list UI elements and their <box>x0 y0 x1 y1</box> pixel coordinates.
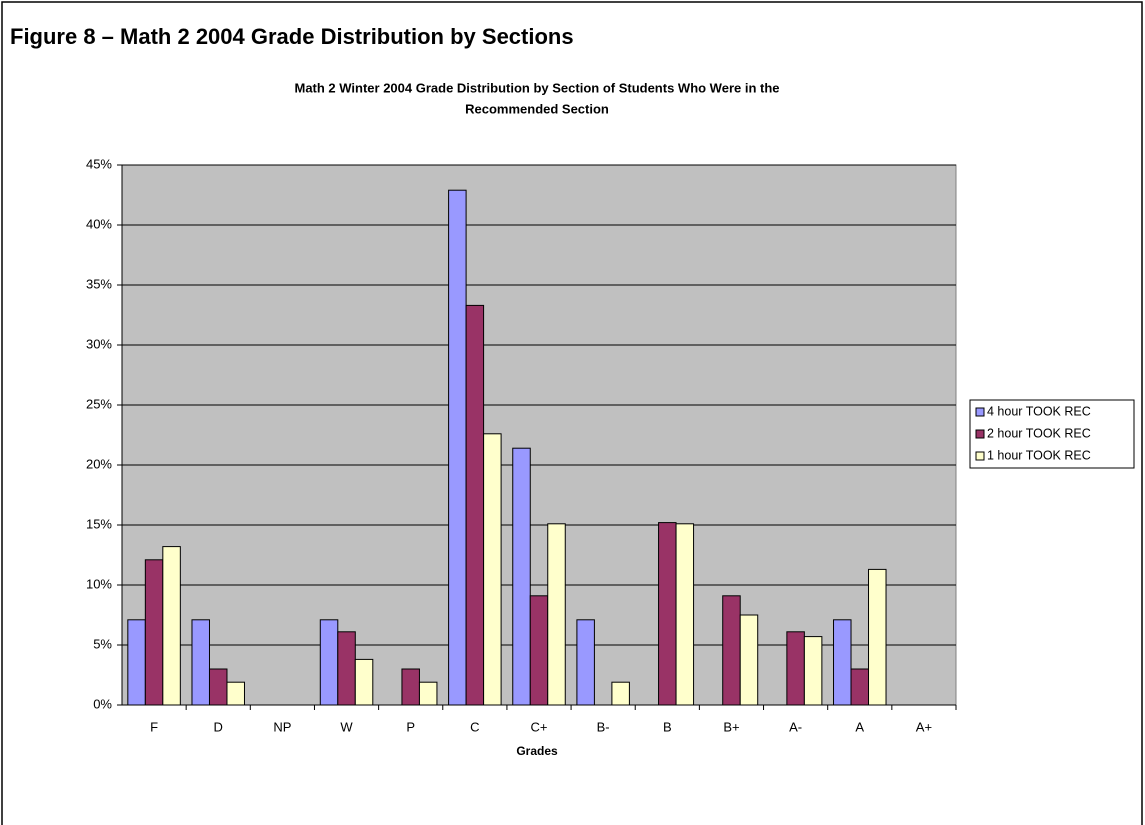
bar <box>786 631 805 706</box>
legend-box <box>969 399 1135 469</box>
bar <box>512 447 531 706</box>
y-tick-label: 10% <box>86 576 112 591</box>
legend-label: 2 hour TOOK REC <box>987 426 1091 440</box>
bar <box>803 636 823 706</box>
bar <box>354 658 374 706</box>
bar <box>162 546 181 706</box>
y-tick-label: 30% <box>86 336 112 351</box>
x-tick-label: F <box>150 719 158 734</box>
legend-swatch <box>975 407 985 417</box>
bar <box>739 614 759 706</box>
bar <box>611 681 630 706</box>
bar <box>418 681 438 706</box>
legend-label: 1 hour TOOK REC <box>987 448 1091 462</box>
bar <box>448 189 467 706</box>
bar <box>547 523 566 706</box>
bar <box>319 619 339 706</box>
x-tick-label: A <box>855 719 864 734</box>
x-tick-label: W <box>340 719 353 734</box>
bar <box>465 304 485 706</box>
x-axis-title: Grades <box>516 744 558 758</box>
y-tick-label: 20% <box>86 456 112 471</box>
legend-swatch <box>975 451 985 461</box>
chart-title: Math 2 Winter 2004 Grade Distribution by… <box>294 80 779 95</box>
y-tick-label: 45% <box>86 156 112 171</box>
bar <box>675 523 695 706</box>
figure-title: Figure 8 – Math 2 2004 Grade Distributio… <box>10 24 574 49</box>
x-tick-label: B+ <box>723 719 739 734</box>
bar <box>868 568 887 706</box>
bar <box>833 619 852 706</box>
bar <box>127 619 146 706</box>
x-tick-label: C <box>470 719 479 734</box>
x-tick-label: A- <box>789 719 802 734</box>
x-tick-label: P <box>406 719 415 734</box>
bar <box>144 559 164 706</box>
legend-label: 4 hour TOOK REC <box>987 404 1091 418</box>
chart-title: Recommended Section <box>465 101 609 116</box>
bar <box>722 595 741 706</box>
y-tick-label: 40% <box>86 216 112 231</box>
x-tick-label: B <box>663 719 672 734</box>
bar <box>576 619 595 706</box>
bar <box>658 522 677 706</box>
bar <box>226 681 245 706</box>
bar <box>483 433 502 706</box>
x-tick-label: NP <box>273 719 291 734</box>
bar <box>850 668 870 706</box>
x-tick-label: D <box>214 719 223 734</box>
y-tick-label: 15% <box>86 516 112 531</box>
bar <box>401 668 420 706</box>
x-tick-label: A+ <box>916 719 932 734</box>
y-tick-label: 25% <box>86 396 112 411</box>
bar <box>529 595 549 706</box>
bar <box>208 668 228 706</box>
bar <box>337 631 356 706</box>
x-tick-label: C+ <box>531 719 548 734</box>
x-tick-label: B- <box>597 719 610 734</box>
y-tick-label: 5% <box>93 636 112 651</box>
bar <box>191 619 210 706</box>
y-tick-label: 0% <box>93 696 112 711</box>
y-tick-label: 35% <box>86 276 112 291</box>
legend-swatch <box>975 429 985 439</box>
